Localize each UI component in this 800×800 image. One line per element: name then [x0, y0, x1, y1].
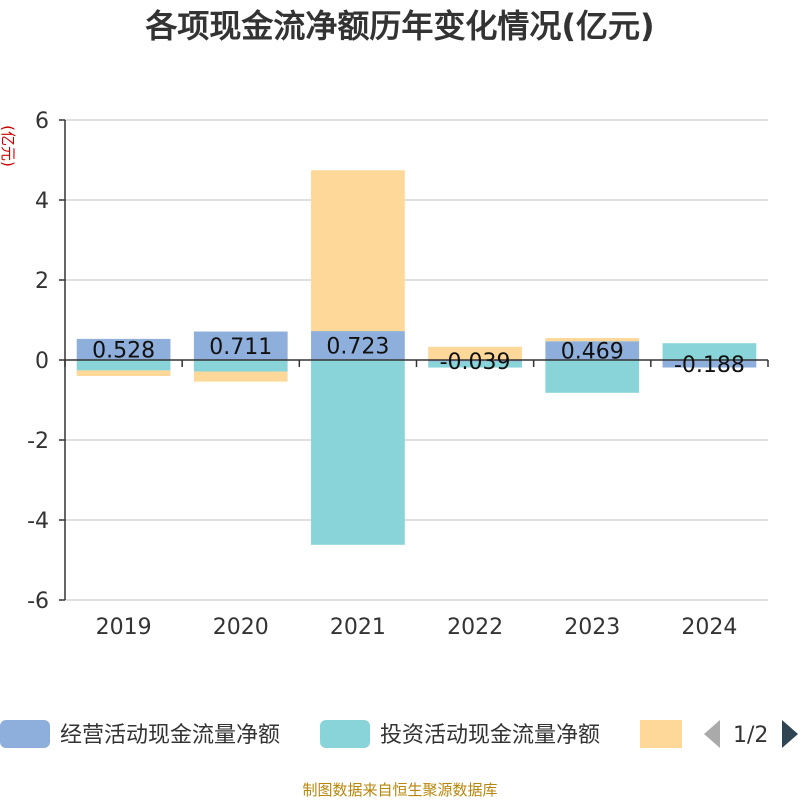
bar-2020-series-2[interactable] — [193, 371, 288, 382]
data-label: 0.711 — [209, 335, 272, 360]
legend-swatch-investing[interactable] — [320, 720, 370, 748]
bar-2024-series-1[interactable] — [662, 343, 757, 360]
x-tick-label: 2023 — [564, 615, 620, 640]
data-labels: 0.528 0.711 0.723 -0.039 0.469 -0.188 — [92, 335, 745, 378]
data-label: 0.469 — [561, 340, 624, 365]
y-tick-label: -6 — [27, 589, 49, 614]
x-tick-label: 2022 — [447, 615, 503, 640]
bar-2020-series-0[interactable] — [193, 331, 288, 360]
y-tick-label: 4 — [35, 189, 49, 214]
bar-2023-series-2[interactable] — [545, 338, 640, 342]
bar-2021-series-1[interactable] — [311, 360, 405, 545]
bar-2022-series-2[interactable] — [428, 346, 522, 360]
y-tick-label: -4 — [27, 509, 49, 534]
x-tick-label: 2021 — [330, 615, 386, 640]
y-tick-label: -2 — [27, 429, 49, 454]
bar-2022-series-1[interactable] — [428, 361, 522, 368]
grid-lines — [65, 119, 768, 601]
y-tick-label: 6 — [35, 109, 49, 134]
bar-2024-series-0[interactable] — [662, 360, 757, 368]
legend-prev-page-icon[interactable] — [704, 720, 720, 748]
legend-label-investing[interactable]: 投资活动现金流量净额 — [380, 723, 600, 748]
legend-swatch-financing[interactable] — [640, 720, 682, 748]
bar-2021-series-0[interactable] — [311, 331, 405, 360]
bars — [76, 170, 757, 545]
x-tick-label: 2019 — [96, 615, 152, 640]
x-tick-label: 2024 — [681, 615, 737, 640]
bar-2019-series-0[interactable] — [76, 338, 171, 360]
axes: -6 -4 -2 0 2 4 6 2019 2020 2021 2022 2023 2024 — [27, 109, 769, 640]
bar-2020-series-1[interactable] — [193, 360, 288, 372]
chart-title: 各项现金流净额历年变化情况(亿元) — [145, 7, 654, 45]
data-source: 制图数据来自恒生聚源数据库 — [302, 781, 497, 799]
bar-2021-series-2[interactable] — [311, 170, 405, 332]
y-axis-unit: (亿元) — [0, 125, 17, 167]
data-label: -0.039 — [440, 350, 511, 375]
data-label: 0.723 — [326, 335, 389, 360]
x-tick-label: 2020 — [213, 615, 269, 640]
bar-2023-series-1[interactable] — [545, 360, 640, 393]
y-tick-label: 2 — [35, 269, 49, 294]
bar-2023-series-0[interactable] — [545, 341, 640, 360]
legend-page-indicator: 1/2 — [733, 723, 768, 748]
legend-label-operating[interactable]: 经营活动现金流量净额 — [60, 723, 280, 748]
legend-swatch-operating[interactable] — [0, 720, 50, 748]
legend: 经营活动现金流量净额 投资活动现金流量净额 1/2 — [0, 720, 798, 748]
data-label: -0.188 — [674, 353, 745, 378]
data-label: 0.528 — [92, 338, 155, 363]
bar-2022-series-0[interactable] — [428, 360, 522, 362]
bar-2019-series-1[interactable] — [76, 360, 171, 371]
y-tick-label: 0 — [35, 349, 49, 374]
bar-2019-series-2[interactable] — [76, 370, 171, 376]
legend-next-page-icon[interactable] — [782, 720, 798, 748]
